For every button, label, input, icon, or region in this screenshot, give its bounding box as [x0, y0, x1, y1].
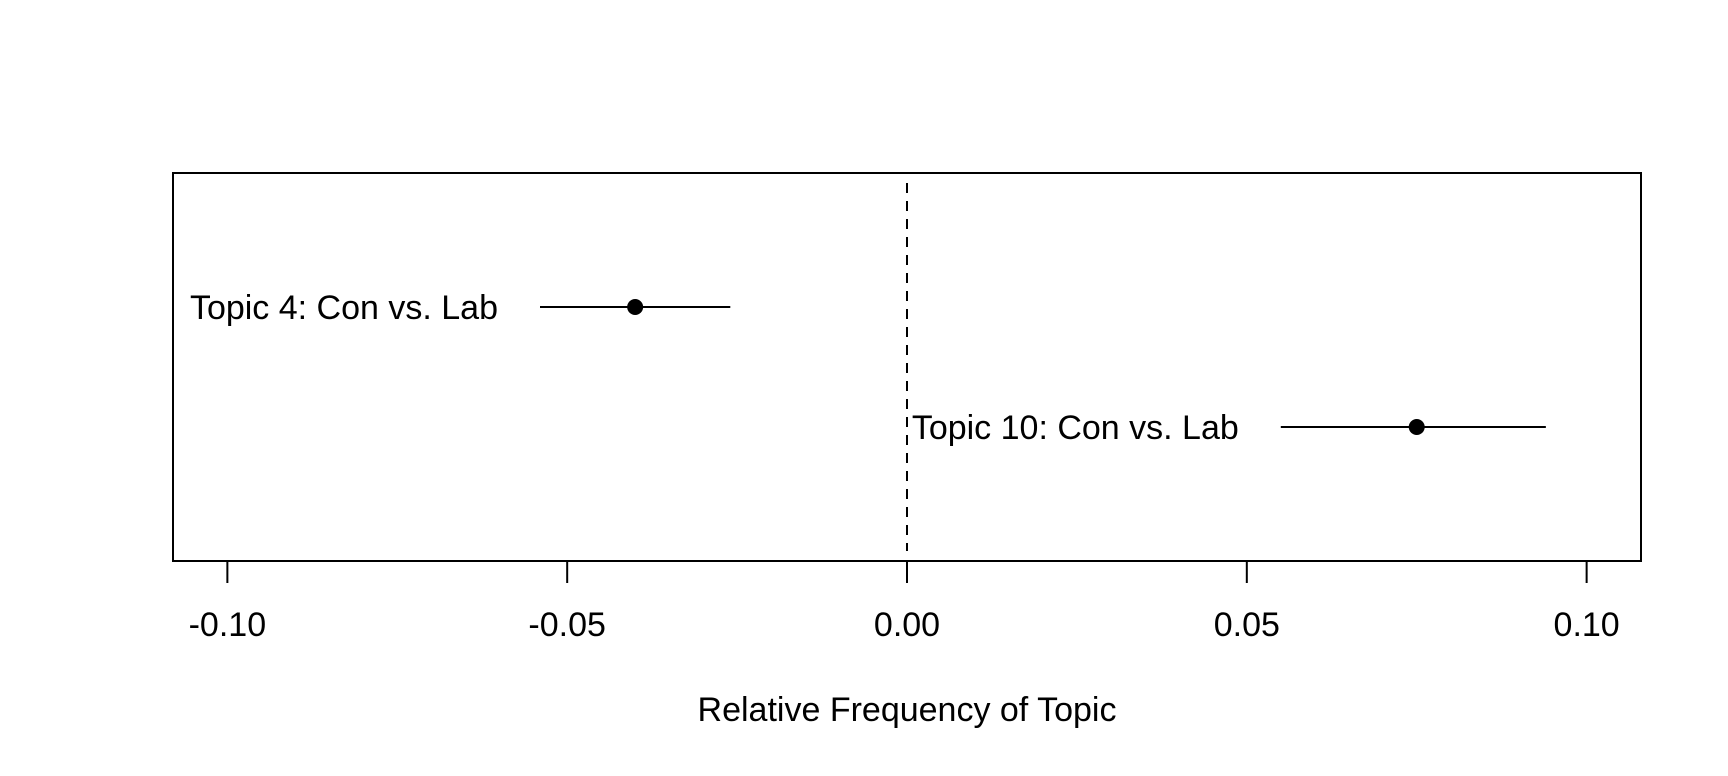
point-label: Topic 10: Con vs. Lab	[912, 409, 1239, 447]
point-label: Topic 4: Con vs. Lab	[190, 289, 498, 327]
x-tick-label: 0.10	[1554, 606, 1620, 644]
point-estimate	[1408, 419, 1425, 435]
x-axis-ticks: -0.10 -0.05 0.00 0.05 0.10	[189, 561, 1620, 644]
x-axis-title: Relative Frequency of Topic	[698, 691, 1117, 729]
point-estimate	[627, 299, 644, 315]
x-tick-label: 0.05	[1214, 606, 1280, 644]
point-estimates: Topic 4: Con vs. Lab Topic 10: Con vs. La…	[190, 289, 1546, 447]
x-tick-label: -0.05	[528, 606, 606, 644]
x-tick-label: 0.00	[874, 606, 940, 644]
x-tick-label: -0.10	[189, 606, 267, 644]
